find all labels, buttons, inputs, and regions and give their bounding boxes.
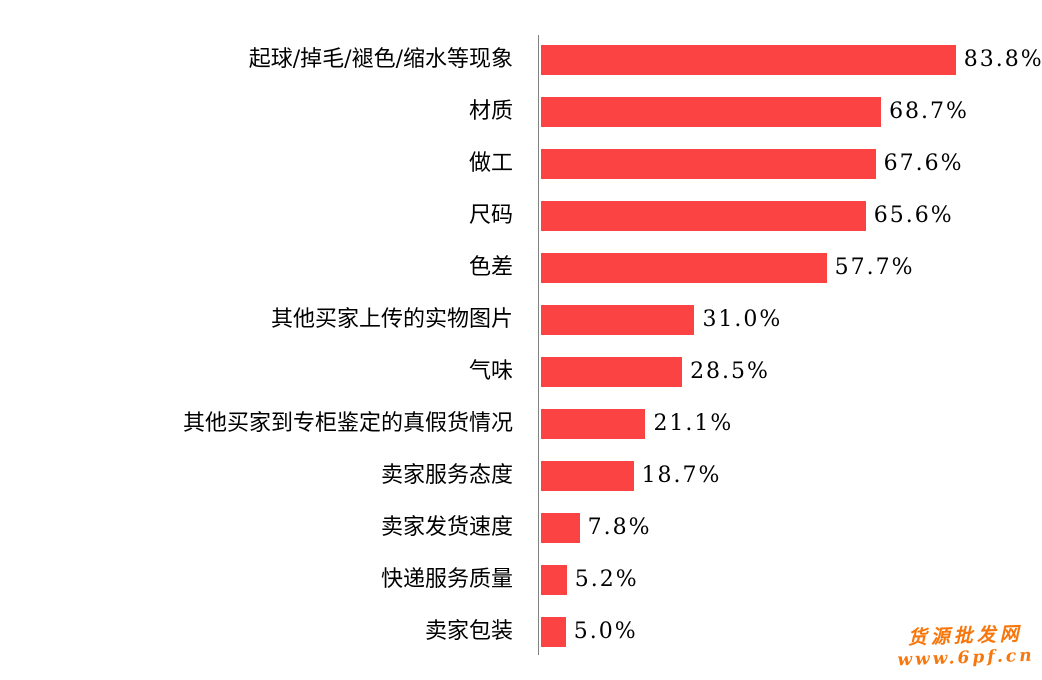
bar-area: 28.5%: [526, 357, 1042, 387]
value-label: 65.6%: [873, 203, 954, 228]
value-label: 7.8%: [587, 515, 652, 540]
value-label: 31.0%: [702, 307, 783, 332]
bar-row: 尺码 65.6%: [0, 190, 1042, 242]
bar-row: 快递服务质量 5.2%: [0, 554, 1042, 606]
category-label: 卖家包装: [424, 619, 513, 644]
bar-row: 做工 67.6%: [0, 138, 1042, 190]
bar: [541, 409, 646, 439]
bar-area: 68.7%: [526, 97, 1042, 127]
bar: [541, 357, 683, 387]
bar-row: 材质 68.7%: [0, 86, 1042, 138]
value-label: 67.6%: [883, 151, 964, 176]
category-label: 快递服务质量: [380, 567, 513, 592]
category-label: 卖家服务态度: [380, 463, 513, 488]
value-label: 83.8%: [963, 47, 1042, 72]
watermark: 货源批发网 www.6pf.cn: [896, 622, 1035, 670]
bar-chart: 起球/掉毛/褪色/缩水等现象 83.8% 材质 68.7% 做工 67.6% 尺…: [0, 34, 1042, 658]
bar: [541, 617, 566, 647]
bar-row: 其他买家到专柜鉴定的真假货情况 21.1%: [0, 398, 1042, 450]
bar-row: 卖家服务态度 18.7%: [0, 450, 1042, 502]
bar-area: 5.0%: [526, 617, 1042, 647]
category-label: 其他买家到专柜鉴定的真假货情况: [182, 411, 513, 436]
category-label: 气味: [468, 359, 513, 384]
category-label: 尺码: [468, 203, 513, 228]
bar-area: 67.6%: [526, 149, 1042, 179]
bar: [541, 461, 634, 491]
value-label: 28.5%: [690, 359, 770, 384]
bar-area: 57.7%: [526, 253, 1042, 283]
bar-area: 31.0%: [526, 305, 1042, 335]
bar-area: 5.2%: [526, 565, 1042, 595]
bar-area: 21.1%: [526, 409, 1042, 439]
bar: [541, 513, 580, 543]
watermark-url: www.6pf.cn: [896, 645, 1035, 670]
category-label: 材质: [468, 99, 513, 124]
bar: [541, 149, 876, 179]
bar-area: 7.8%: [526, 513, 1042, 543]
bar: [541, 253, 827, 283]
value-label: 57.7%: [834, 255, 915, 280]
value-label: 21.1%: [653, 411, 734, 436]
bar-row: 卖家包装 5.0%: [0, 606, 1042, 658]
bar: [541, 305, 695, 335]
y-axis-line: [538, 35, 539, 655]
bar: [541, 97, 882, 127]
value-label: 68.7%: [889, 99, 969, 124]
value-label: 5.2%: [574, 567, 639, 592]
bar: [541, 45, 956, 75]
bar: [541, 565, 567, 595]
value-label: 18.7%: [641, 463, 722, 488]
category-label: 做工: [468, 151, 513, 176]
bar-row: 其他买家上传的实物图片 31.0%: [0, 294, 1042, 346]
bar-area: 18.7%: [526, 461, 1042, 491]
category-label: 起球/掉毛/褪色/缩水等现象: [248, 47, 513, 72]
category-label: 其他买家上传的实物图片: [270, 307, 513, 332]
bar-row: 气味 28.5%: [0, 346, 1042, 398]
bar-row: 起球/掉毛/褪色/缩水等现象 83.8%: [0, 34, 1042, 86]
value-label: 5.0%: [573, 619, 638, 644]
bar-area: 83.8%: [526, 45, 1042, 75]
category-label: 卖家发货速度: [380, 515, 513, 540]
bar-row: 色差 57.7%: [0, 242, 1042, 294]
bar-row: 卖家发货速度 7.8%: [0, 502, 1042, 554]
bar: [541, 201, 866, 231]
bar-area: 65.6%: [526, 201, 1042, 231]
category-label: 色差: [468, 255, 513, 280]
